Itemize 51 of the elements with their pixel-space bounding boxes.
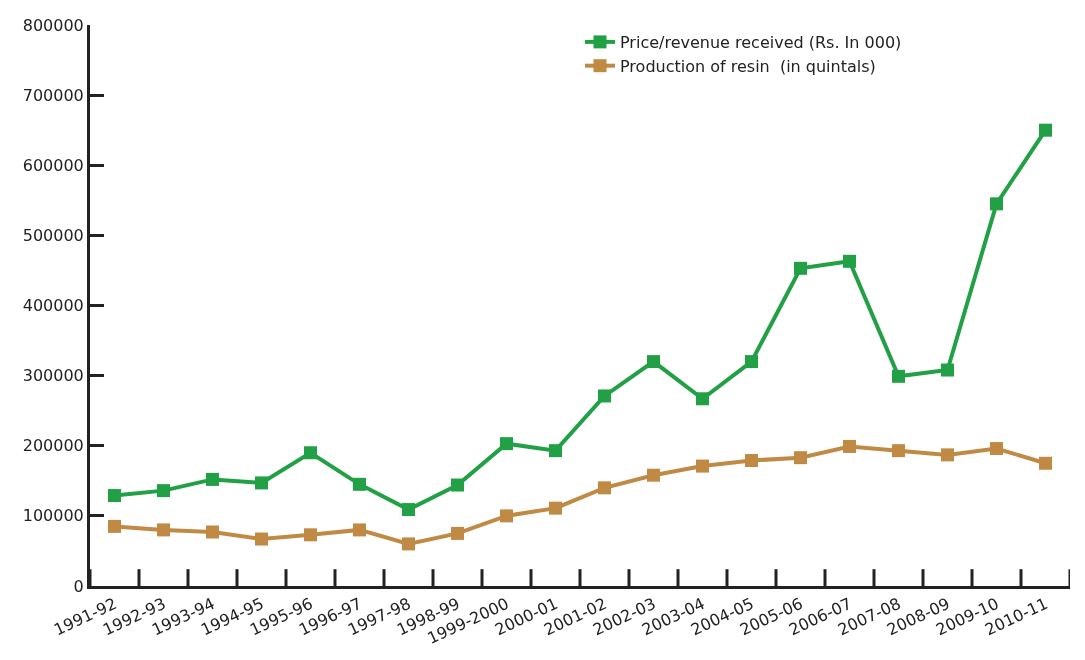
point: [206, 525, 219, 539]
point: [108, 519, 121, 533]
y-tick-label: 200000: [22, 436, 84, 456]
point: [353, 523, 366, 537]
legend-label: Production of resin (in quintals): [620, 56, 876, 76]
point: [500, 509, 513, 523]
point: [206, 472, 219, 486]
y-tick-label: 800000: [22, 15, 84, 35]
point: [255, 476, 268, 490]
point: [647, 468, 660, 482]
legend-label: Price/revenue received (Rs. In 000): [620, 33, 902, 53]
y-tick-label: 300000: [22, 366, 84, 386]
point: [941, 448, 954, 462]
point: [451, 478, 464, 492]
point: [353, 477, 366, 491]
point: [108, 489, 121, 503]
point: [157, 523, 170, 537]
y-tick-label: 400000: [22, 296, 84, 316]
point: [598, 389, 611, 403]
y-tick-label: 500000: [22, 225, 84, 245]
point: [598, 481, 611, 495]
point: [892, 369, 905, 383]
point: [745, 355, 758, 369]
point: [843, 254, 856, 268]
y-tick-label: 100000: [22, 506, 84, 526]
point: [549, 444, 562, 458]
point: [255, 532, 268, 546]
point: [451, 526, 464, 540]
point: [696, 392, 709, 406]
point: [696, 459, 709, 473]
point: [304, 528, 317, 542]
point: [745, 453, 758, 467]
point: [402, 503, 415, 517]
point: [794, 261, 807, 275]
point: [941, 363, 954, 377]
y-tick-label: 0: [73, 576, 84, 596]
point: [500, 437, 513, 451]
y-tick-label: 700000: [22, 85, 84, 105]
point: [794, 451, 807, 465]
point: [1039, 123, 1052, 137]
point: [549, 501, 562, 515]
point: [892, 444, 905, 458]
point: [843, 439, 856, 453]
point: [647, 355, 660, 369]
point: [1039, 456, 1052, 470]
point: [304, 446, 317, 460]
point: [990, 197, 1003, 211]
y-tick-label: 600000: [22, 155, 84, 175]
point: [157, 484, 170, 498]
point: [402, 537, 415, 551]
point: [990, 442, 1003, 456]
